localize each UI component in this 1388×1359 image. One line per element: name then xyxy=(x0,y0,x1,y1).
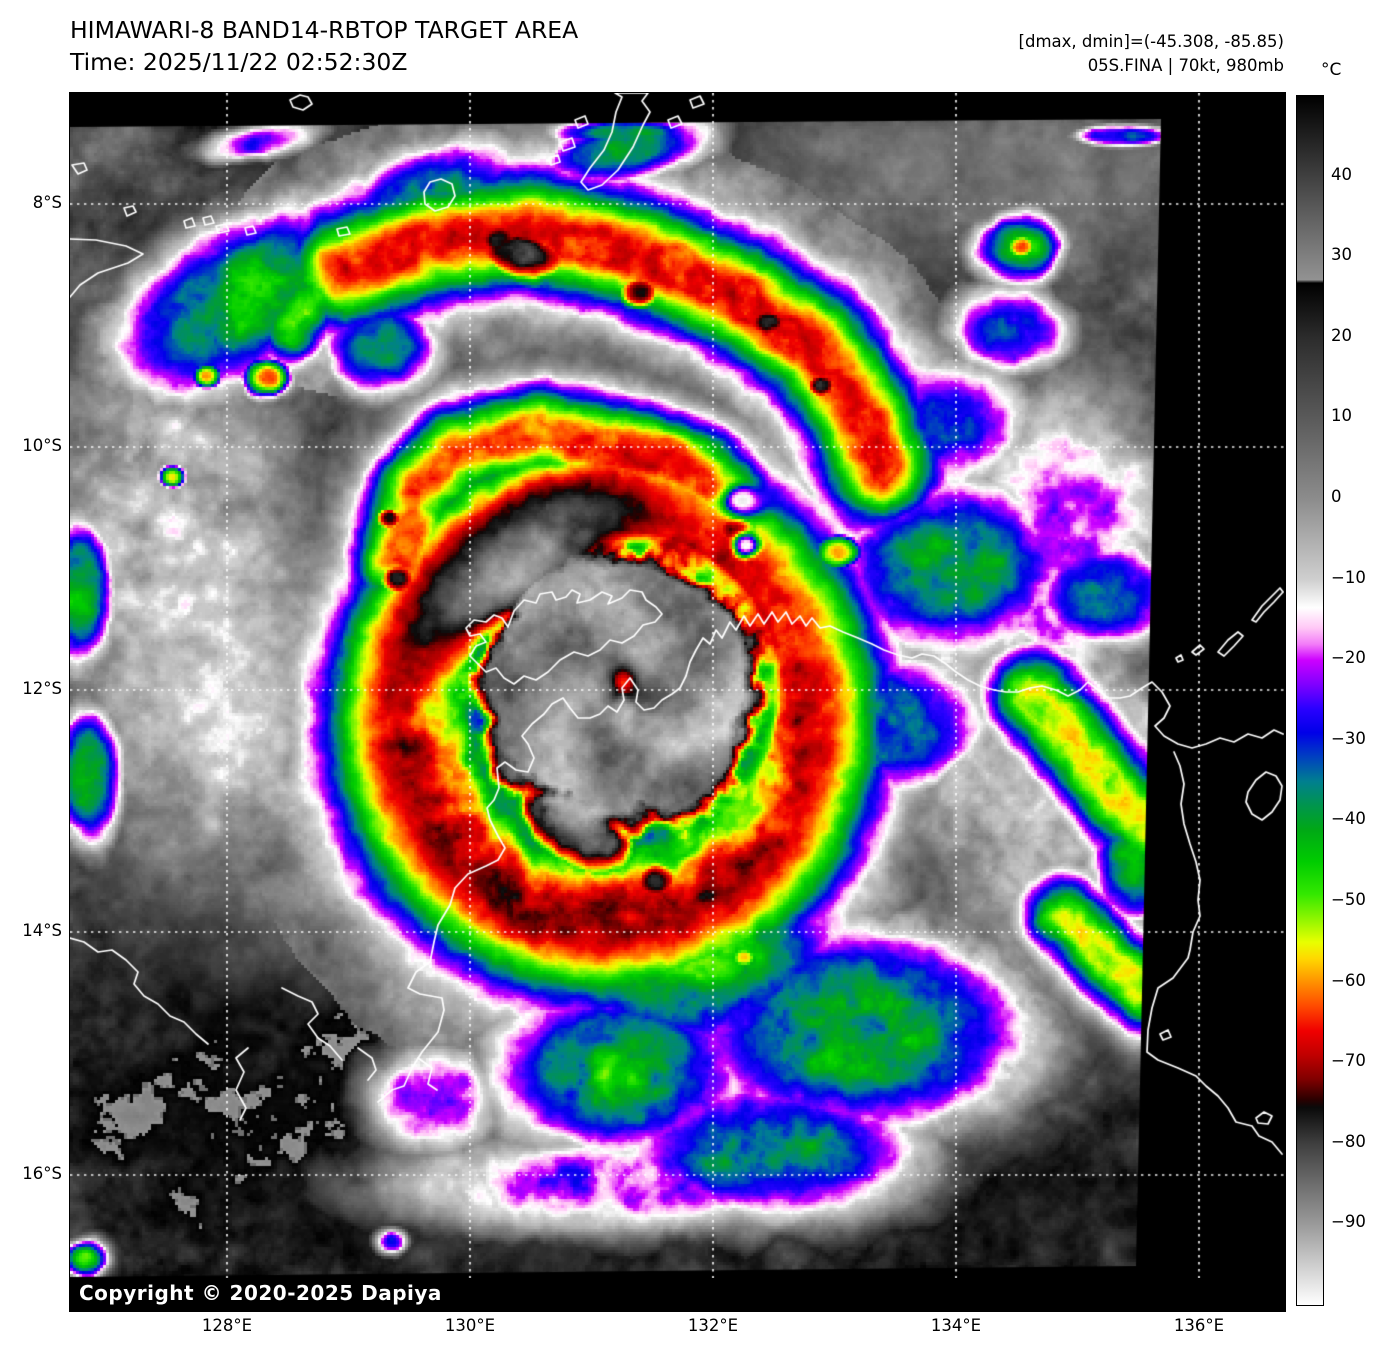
longitude-tick-label: 128°E xyxy=(201,1316,253,1335)
colorbar-tick-label: 0 xyxy=(1331,487,1342,506)
dmax-dmin-annotation: [dmax, dmin]=(-45.308, -85.85) xyxy=(1018,32,1284,51)
colorbar-tick-label: 40 xyxy=(1331,164,1352,184)
latitude-tick-label: 8°S xyxy=(32,193,62,212)
copyright-band: Copyright © 2020-2025 Dapiya xyxy=(70,1278,1284,1310)
colorbar-tick-label: −30 xyxy=(1331,728,1366,748)
longitude-tick-label: 132°E xyxy=(687,1316,739,1335)
colorbar-tick-label: −60 xyxy=(1331,970,1366,990)
colorbar-tick-label: −50 xyxy=(1331,890,1366,909)
latitude-tick-label: 16°S xyxy=(22,1164,62,1183)
storm-annotation: 05S.FINA | 70kt, 980mb xyxy=(1087,56,1284,75)
colorbar-tick-label: 10 xyxy=(1331,406,1352,426)
colorbar-tick-label: −20 xyxy=(1331,648,1366,668)
colorbar xyxy=(1296,95,1324,1306)
plot-annotation-block: [dmax, dmin]=(-45.308, -85.85) 05S.FINA |… xyxy=(1019,30,1284,78)
plot-title: HIMAWARI-8 BAND14-RBTOP TARGET AREA xyxy=(70,16,579,44)
colorbar-tick-label: −90 xyxy=(1331,1212,1366,1232)
colorbar-tick-label: −40 xyxy=(1331,809,1366,829)
colorbar-tick-label: 30 xyxy=(1331,245,1352,265)
colorbar-tick-label: −10 xyxy=(1331,567,1366,587)
copyright-text: Copyright © 2020-2025 Dapiya xyxy=(79,1281,442,1305)
plot-time: Time: 2025/11/22 02:52:30Z xyxy=(70,48,408,76)
colorbar-tick-label: −80 xyxy=(1331,1131,1366,1151)
colorbar-tick-label: 20 xyxy=(1331,325,1352,345)
map-plot-area: Copyright © 2020-2025 Dapiya xyxy=(69,92,1286,1312)
longitude-tick-label: 130°E xyxy=(444,1316,496,1335)
longitude-tick-label: 136°E xyxy=(1173,1316,1225,1335)
plot-title-block: HIMAWARI-8 BAND14-RBTOP TARGET AREA Time:… xyxy=(70,14,578,78)
latitude-tick-label: 10°S xyxy=(22,436,62,455)
colorbar-unit-label: °C xyxy=(1321,60,1342,80)
latitude-tick-label: 14°S xyxy=(22,921,62,940)
latitude-tick-label: 12°S xyxy=(22,679,62,698)
longitude-tick-label: 134°E xyxy=(930,1316,982,1335)
satellite-image-canvas xyxy=(70,93,1284,1310)
colorbar-tick-label: −70 xyxy=(1331,1051,1366,1071)
